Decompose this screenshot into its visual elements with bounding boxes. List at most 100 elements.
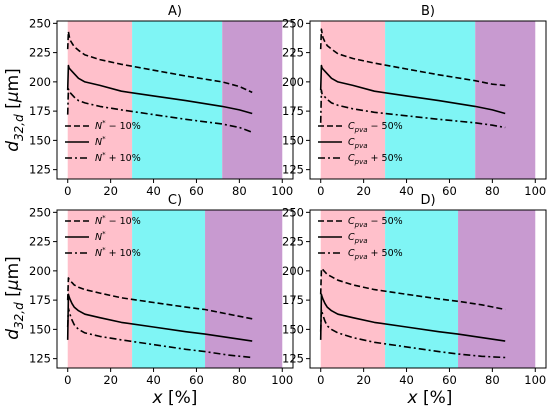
panel-d: 0 20 40 60 80 100 125 150 175 200 225 250 D) Cpva − 5…	[282, 193, 547, 387]
series-line-2	[66, 293, 253, 342]
x-tick-label: 40	[399, 373, 414, 387]
x-tick-label: 20	[356, 373, 371, 387]
axes-frame	[309, 20, 547, 180]
x-tick-label: 0	[64, 373, 71, 387]
panel-c: 0 20 40 60 80 100 125 150 175 200 225 250 C) N* − 10%…	[29, 193, 294, 387]
x-tick-label: 80	[485, 184, 500, 198]
legend: N* − 10% N* N* + 10%	[65, 119, 141, 164]
axes-frame	[309, 209, 547, 369]
legend-label: Cpva	[348, 232, 368, 245]
y-tick-label: 150	[282, 322, 304, 336]
y-tick-label: 250	[282, 16, 304, 30]
y-axis-label-bottom: d32,d [μm]	[3, 256, 26, 340]
panel-title: D)	[420, 193, 435, 208]
y-tick-label: 125	[29, 352, 51, 366]
series-line-2	[319, 293, 506, 342]
panel-a: 0 20 40 60 80 100 125 150 175 200 225 250 A) N* − 10%…	[29, 4, 294, 198]
legend-label: Cpva + 50%	[348, 248, 403, 261]
legend-label: Cpva − 50%	[348, 216, 403, 229]
x-tick-label: 20	[103, 184, 118, 198]
y-tick-label: 225	[282, 235, 304, 249]
y-tick-label: 125	[282, 352, 304, 366]
legend-label: N* + 10%	[95, 246, 141, 259]
y-tick-label: 250	[29, 205, 51, 219]
x-axis-label-right: x [%]	[407, 388, 453, 408]
y-tick-label: 200	[282, 75, 304, 89]
axes-frame	[56, 209, 294, 369]
legend-label: N*	[95, 230, 106, 243]
x-tick-label: 20	[356, 184, 371, 198]
series-line-1	[319, 267, 506, 311]
series-line-3	[66, 88, 253, 133]
y-tick-label: 250	[29, 16, 51, 30]
x-tick-label: 40	[146, 184, 161, 198]
y-tick-label: 250	[282, 205, 304, 219]
y-tick-label: 150	[282, 133, 304, 147]
x-tick-label: 0	[317, 184, 324, 198]
panel-b: 0 20 40 60 80 100 125 150 175 200 225 250 B) Cpva − 5…	[282, 4, 547, 198]
legend-label: Cpva − 50%	[348, 121, 403, 134]
series-line-2	[319, 64, 506, 115]
x-tick-label: 40	[146, 373, 161, 387]
x-tick-label: 40	[399, 184, 414, 198]
y-tick-label: 175	[29, 104, 51, 118]
y-tick-label: 175	[282, 104, 304, 118]
legend-label: N* − 10%	[95, 119, 141, 132]
series-line-1	[66, 30, 253, 94]
x-tick-label: 100	[271, 373, 293, 387]
zone-3-band	[475, 21, 536, 179]
y-tick-label: 125	[29, 163, 51, 177]
y-tick-label: 125	[282, 163, 304, 177]
legend: Cpva − 50% Cpva Cpva + 50%	[318, 121, 403, 166]
zone-3-band	[458, 210, 536, 368]
x-tick-label: 60	[189, 184, 204, 198]
legend-label: N*	[95, 135, 106, 148]
x-tick-label: 0	[317, 373, 324, 387]
legend-label: Cpva	[348, 137, 368, 150]
y-tick-label: 175	[282, 293, 304, 307]
panel-title: C)	[168, 193, 182, 208]
y-tick-label: 225	[29, 235, 51, 249]
x-tick-label: 100	[524, 184, 546, 198]
series-line-3	[66, 307, 253, 359]
y-axis-label-top: d32,d [μm]	[3, 68, 26, 152]
x-axis-label-left: x [%]	[152, 388, 198, 408]
x-tick-label: 20	[103, 373, 118, 387]
zone-2-band	[385, 210, 459, 368]
series-line-3	[319, 89, 506, 129]
x-tick-label: 60	[442, 184, 457, 198]
panel-title: B)	[421, 4, 435, 19]
x-tick-label: 80	[485, 373, 500, 387]
y-tick-label: 225	[282, 46, 304, 60]
y-tick-label: 200	[29, 264, 51, 278]
x-tick-label: 60	[189, 373, 204, 387]
legend-label: N* − 10%	[95, 214, 141, 227]
x-tick-label: 80	[232, 373, 247, 387]
series-line-3	[319, 308, 506, 359]
y-tick-label: 150	[29, 322, 51, 336]
legend-label: Cpva + 50%	[348, 153, 403, 166]
axes-frame	[56, 20, 294, 180]
legend: N* − 10% N* N* + 10%	[65, 214, 141, 259]
zone-1-band	[320, 21, 386, 179]
legend-label: N* + 10%	[95, 151, 141, 164]
series-line-1	[66, 277, 253, 320]
y-tick-label: 150	[29, 133, 51, 147]
panel-title: A)	[168, 4, 182, 19]
zone-2-band	[132, 210, 206, 368]
x-tick-label: 60	[442, 373, 457, 387]
y-tick-label: 175	[29, 293, 51, 307]
x-tick-label: 100	[524, 373, 546, 387]
zone-3-band	[205, 210, 283, 368]
y-tick-label: 200	[282, 264, 304, 278]
x-tick-label: 100	[271, 184, 293, 198]
x-tick-label: 0	[64, 184, 71, 198]
legend: Cpva − 50% Cpva Cpva + 50%	[318, 216, 403, 261]
zone-3-band	[222, 21, 283, 179]
y-tick-label: 225	[29, 46, 51, 60]
series-line-2	[66, 64, 253, 115]
y-tick-label: 200	[29, 75, 51, 89]
x-tick-label: 80	[232, 184, 247, 198]
